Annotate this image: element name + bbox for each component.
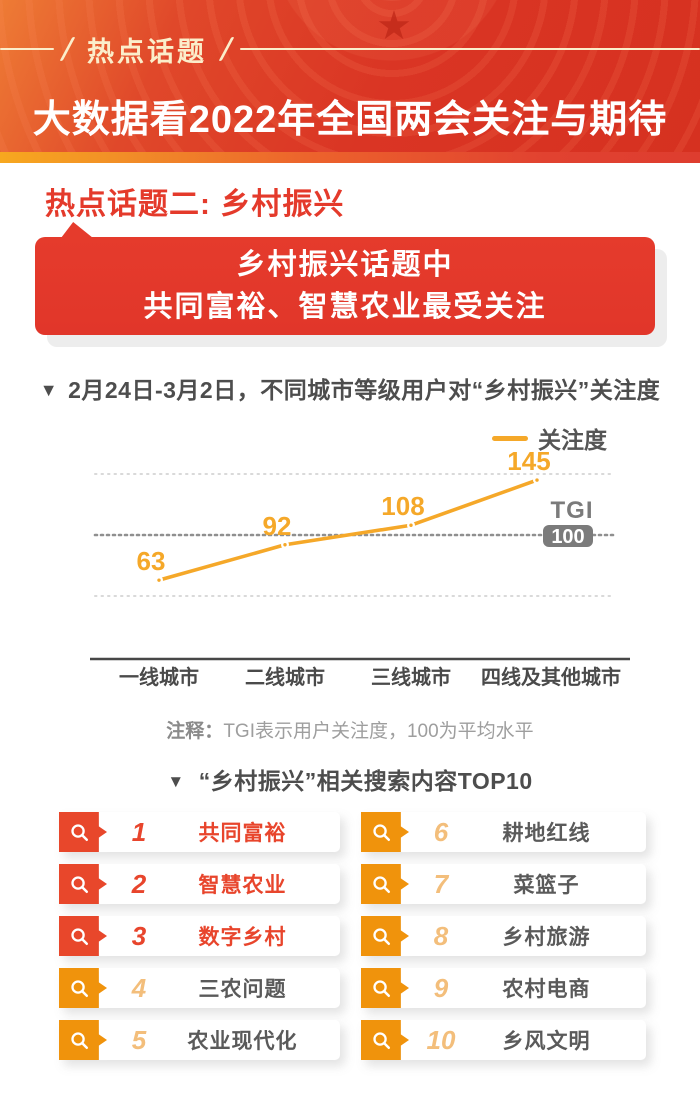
- rank-keyword: 乡村旅游: [502, 926, 591, 949]
- data-point: [157, 578, 161, 582]
- section-title: 热点话题二: 乡村振兴: [45, 188, 345, 221]
- search-icon: [71, 823, 89, 841]
- data-point: [283, 543, 287, 547]
- rank-bar: 10 乡风文明: [401, 1020, 646, 1060]
- rank-number: 2: [131, 868, 147, 899]
- top10-row: 1 共同富裕: [59, 812, 340, 852]
- slash-icon: [59, 37, 76, 61]
- chart-heading: ▼ 2月24日-3月2日，不同城市等级用户对“乡村振兴”关注度: [0, 371, 700, 405]
- rank-bar: 9 农村电商: [401, 968, 646, 1008]
- rank-keyword: 农村电商: [502, 978, 591, 1001]
- tgi-label: TGI: [551, 497, 594, 524]
- banner-line-1: 乡村振兴话题中: [236, 249, 454, 281]
- headline-banner: 乡村振兴话题中 共同富裕、智慧农业最受关注: [35, 222, 655, 335]
- header-gradient-strip: [0, 152, 700, 163]
- page-header: 热点话题 大数据看2022年全国两会关注与期待: [0, 0, 700, 152]
- tgi-badge: [543, 525, 593, 547]
- rank-number: 1: [131, 816, 147, 847]
- rank-number: 6: [433, 816, 449, 847]
- search-icon: [71, 927, 89, 945]
- top10-row: 6 耕地红线: [361, 812, 646, 852]
- search-icon: [373, 1031, 391, 1049]
- rank-number: 7: [433, 868, 449, 899]
- rank-number: 4: [131, 972, 147, 1003]
- note-label: 注释：: [166, 721, 224, 742]
- category-label: 三线城市: [371, 665, 451, 689]
- search-icon: [373, 875, 391, 893]
- page-title: 大数据看2022年全国两会关注与期待: [32, 99, 668, 141]
- header-badge-row: 热点话题: [0, 36, 700, 67]
- chart-note: 注释：TGI表示用户关注度，100为平均水平: [0, 716, 700, 743]
- trend-line: [157, 478, 539, 582]
- value-label: 145: [507, 448, 550, 476]
- rank-number: 10: [426, 1024, 456, 1055]
- search-icon: [71, 875, 89, 893]
- value-label: 108: [381, 491, 424, 521]
- badge-line-left: [0, 48, 54, 50]
- top10-heading: ▼ “乡村振兴”相关搜索内容TOP10: [0, 762, 700, 796]
- triangle-marker-icon: ▼: [167, 772, 185, 791]
- tgi-badge-value: 100: [551, 526, 584, 548]
- rank-number: 9: [433, 972, 449, 1003]
- top10-row: 9 农村电商: [361, 968, 646, 1008]
- value-label: 63: [137, 546, 166, 576]
- search-icon: [373, 927, 391, 945]
- banner-tail: [61, 222, 93, 238]
- note-text: TGI表示用户关注度，100为平均水平: [223, 721, 534, 742]
- rank-keyword: 智慧农业: [198, 874, 287, 897]
- rank-keyword: 乡风文明: [502, 1030, 591, 1053]
- top10-row: 8 乡村旅游: [361, 916, 646, 956]
- triangle-marker-icon: ▼: [39, 380, 59, 400]
- rank-keyword: 菜篮子: [513, 874, 580, 897]
- rank-bar: 4 三农问题: [99, 968, 340, 1008]
- value-label: 92: [263, 511, 292, 541]
- top10-row: 3 数字乡村: [59, 916, 340, 956]
- category-label: 四线及其他城市: [481, 665, 621, 689]
- rank-keyword: 数字乡村: [198, 926, 287, 949]
- rank-keyword: 三农问题: [198, 978, 287, 1001]
- rank-number: 3: [131, 920, 147, 951]
- top10-row: 4 三农问题: [59, 968, 340, 1008]
- rank-bar: 2 智慧农业: [99, 864, 340, 904]
- slash-icon: [218, 37, 235, 61]
- search-icon: [71, 979, 89, 997]
- category-label: 二线城市: [245, 665, 325, 689]
- rank-bar: 7 菜篮子: [401, 864, 646, 904]
- badge-line-right: [240, 48, 700, 50]
- search-icon: [373, 823, 391, 841]
- rank-bar: 5 农业现代化: [99, 1020, 340, 1060]
- chart-heading-text: 2月24日-3月2日，不同城市等级用户对“乡村振兴”关注度: [68, 377, 661, 403]
- rank-bar: 6 耕地红线: [401, 812, 646, 852]
- rank-bar: 8 乡村旅游: [401, 916, 646, 956]
- chart-legend: 关注度: [492, 421, 607, 455]
- rank-keyword: 农业现代化: [187, 1030, 298, 1053]
- data-point: [409, 523, 413, 527]
- top10-list: 1 共同富裕 2 智慧农业 3 数字乡村 4 三农问题 5 农业现代化 6 耕地红线 7 菜篮子 8 乡村旅游…: [59, 812, 646, 1060]
- search-icon: [71, 1031, 89, 1049]
- rank-keyword: 耕地红线: [502, 822, 591, 845]
- top10-row: 2 智慧农业: [59, 864, 340, 904]
- rank-bar: 1 共同富裕: [99, 812, 340, 852]
- legend-line-icon: [492, 435, 528, 441]
- top10-row: 7 菜篮子: [361, 864, 646, 904]
- rank-number: 8: [433, 920, 449, 951]
- banner-line-2: 共同富裕、智慧农业最受关注: [143, 291, 547, 323]
- header-badge: 热点话题: [87, 36, 207, 67]
- rank-keyword: 共同富裕: [198, 822, 287, 845]
- category-label: 一线城市: [119, 665, 199, 689]
- search-icon: [373, 979, 391, 997]
- rank-number: 5: [131, 1024, 147, 1055]
- legend-label: 关注度: [538, 427, 607, 453]
- rank-bar: 3 数字乡村: [99, 916, 340, 956]
- data-point: [535, 478, 539, 482]
- top10-row: 5 农业现代化: [59, 1020, 340, 1060]
- top10-row: 10 乡风文明: [361, 1020, 646, 1060]
- top10-heading-text: “乡村振兴”相关搜索内容TOP10: [198, 768, 533, 794]
